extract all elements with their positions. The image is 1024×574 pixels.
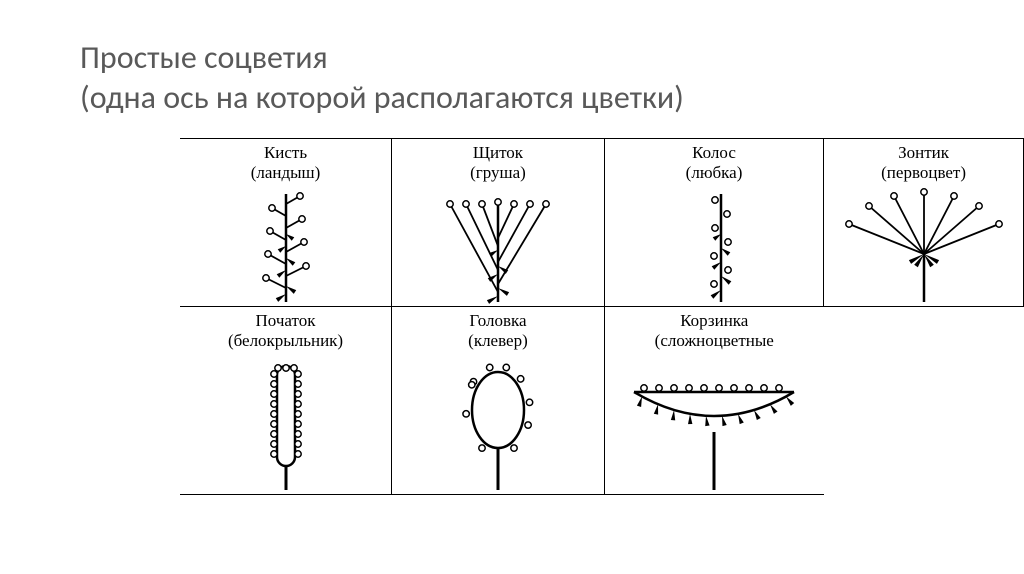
cell-raceme: Кисть(ландыш) [180,139,392,307]
cell-capitulum: Корзинка(сложноцветные [604,307,823,495]
capitulum-diagram [619,352,809,492]
cell-umbel: Зонтик(первоцвет) [824,139,1024,307]
corymb-diagram [438,184,558,304]
cell-label: Початок(белокрыльник) [186,311,385,350]
page-title: Простые соцветия (одна ось на которой ра… [80,38,684,118]
head-diagram [443,352,553,492]
cell-label: Головка(клевер) [398,311,598,350]
cell-spike: Колос(любка) [604,139,823,307]
raceme-diagram [246,184,326,304]
cell-label: Корзинка(сложноцветные [611,311,818,350]
cell-head: Головка(клевер) [392,307,605,495]
cell-label: Кисть(ландыш) [186,143,385,182]
inflorescence-table: Кисть(ландыш) Щиток(груша) Колос(любка) Зон… [180,138,1024,495]
cell-label: Зонтик(первоцвет) [830,143,1017,182]
cell-label: Щиток(груша) [398,143,598,182]
title-line2: (одна ось на которой располагаются цветк… [80,78,684,117]
title-line1: Простые соцветия [80,38,328,77]
umbel-diagram [839,184,1009,304]
cell-spadix: Початок(белокрыльник) [180,307,392,495]
spike-diagram [679,184,749,304]
cell-corymb: Щиток(груша) [392,139,605,307]
spadix-diagram [246,352,326,492]
cell-label: Колос(любка) [611,143,817,182]
